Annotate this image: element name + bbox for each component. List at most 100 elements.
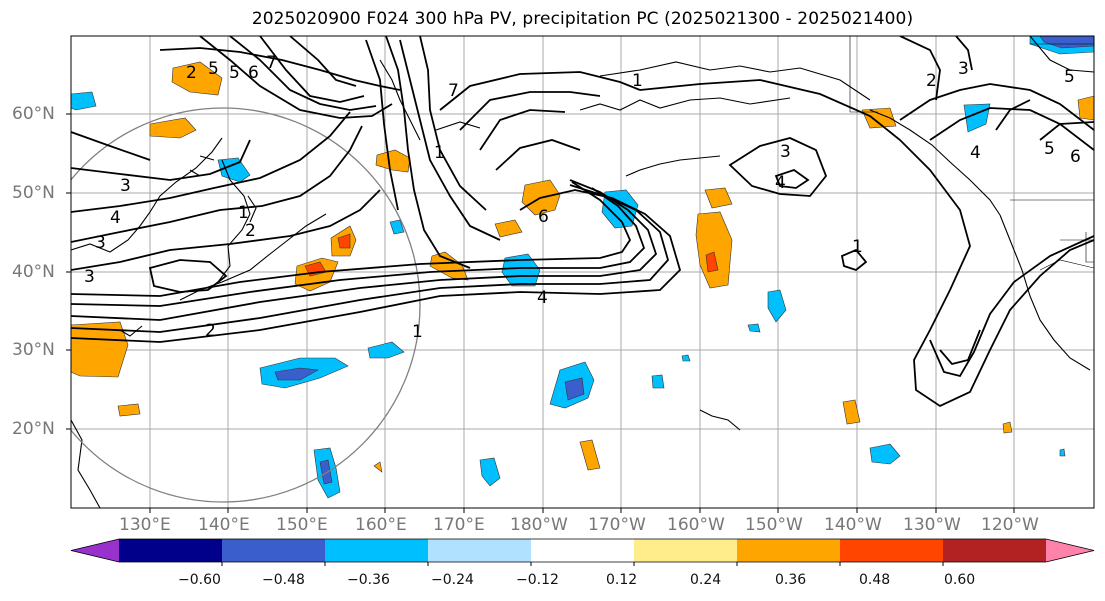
contour-label: 4 (537, 288, 548, 308)
precip-positive-blob (171, 61, 223, 96)
contour-label: 5 (229, 63, 240, 83)
lat-label: 20°N (12, 419, 55, 439)
pv-contours (71, 36, 1094, 408)
contour-label: 6 (248, 63, 259, 83)
lon-label: 120°W (981, 515, 1039, 535)
contour-label: 6 (1070, 147, 1081, 167)
contour-label: 7 (448, 81, 459, 101)
precip-positive-blob (71, 321, 129, 378)
colorbar-segment (428, 539, 532, 562)
contour-label: 3 (120, 176, 131, 196)
colorbar-extend-high (1046, 539, 1094, 562)
contour-label: 1 (632, 71, 643, 91)
precip-negative-blob (367, 341, 405, 359)
precip-positive-blob (842, 399, 861, 425)
precip-negative-blob (389, 219, 405, 235)
contour-label: 3 (84, 267, 95, 287)
lon-label: 170°E (433, 515, 485, 535)
colorbar-tick-label: 0.60 (944, 572, 976, 588)
precip-negative-blob (479, 457, 501, 487)
lon-label: 180°W (510, 515, 568, 535)
precip-negative-blob (681, 354, 691, 362)
colorbar-segment (531, 539, 635, 562)
colorbar-segment (325, 539, 429, 562)
contour-label: 2 (186, 63, 197, 83)
colorbar-tick-label: 0.36 (775, 572, 807, 588)
colorbar-tick-label: 0.48 (859, 572, 891, 588)
precip-strong-negative-blob (564, 377, 585, 401)
colorbar-tick-label: −0.24 (431, 572, 474, 588)
contour-label: 1 (852, 237, 863, 257)
precip-negative-blob (217, 157, 251, 183)
lat-label: 40°N (12, 262, 55, 282)
precip-positive-blob (695, 211, 733, 289)
contour-labels: 1 2 3 4 5 6 7 1 2 3 4 6 7 5 3 4 1 4 1 2 … (84, 53, 1081, 342)
contour-label: 5 (1064, 67, 1075, 87)
lat-label: 30°N (12, 340, 55, 360)
contour-label: 5 (208, 59, 219, 79)
contour-label: 7 (266, 53, 277, 73)
colorbar-segment (634, 539, 738, 562)
colorbar-segment (943, 539, 1047, 562)
colorbar (70, 538, 1095, 566)
colorbar-outline (70, 538, 1095, 563)
precip-strong-negative-blob (319, 459, 333, 485)
contour-label: 1 (412, 322, 423, 342)
borders (849, 36, 1094, 271)
precip-positive-blob (149, 117, 197, 139)
precip-fields (71, 36, 1094, 499)
lon-label: 130°E (119, 515, 171, 535)
colorbar-tick-label: 0.12 (606, 572, 638, 588)
precip-negative-blob (501, 253, 541, 287)
contour-label: 4 (970, 143, 981, 163)
lon-label: 140°E (198, 515, 250, 535)
precip-strong-negative-blob (274, 367, 319, 381)
lon-label: 170°W (588, 515, 646, 535)
precip-negative-blob (651, 374, 665, 389)
precip-positive-blob (373, 461, 383, 473)
precip-positive-blob (375, 149, 411, 173)
colorbar-tick-label: −0.48 (262, 572, 305, 588)
colorbar-extend-low (71, 539, 119, 562)
contour-label: 2 (926, 71, 937, 91)
colorbar-segment (119, 539, 223, 562)
lon-label: 160°E (355, 515, 407, 535)
precip-negative-blob (767, 289, 787, 323)
map-title: 2025020900 F024 300 hPa PV, precipitatio… (251, 9, 914, 29)
contour-label: 1 (238, 203, 249, 223)
colorbar-segment (840, 539, 944, 562)
contour-label: 2 (245, 221, 256, 241)
lon-label: 160°W (667, 515, 725, 535)
precip-negative-blob (71, 91, 97, 111)
contour-label: 4 (110, 208, 121, 228)
contour-label: 1 (434, 143, 445, 163)
reference-circle (71, 107, 421, 503)
lat-label: 60°N (12, 104, 55, 124)
precip-positive-blob (1077, 95, 1094, 121)
precip-strong-negative-blob (1039, 36, 1094, 49)
contour-label: 3 (780, 142, 791, 162)
precip-negative-blob (1059, 448, 1066, 457)
lon-label: 140°W (824, 515, 882, 535)
colorbar-tick-label: −0.60 (178, 572, 221, 588)
colorbar-segment (222, 539, 326, 562)
colorbar-tick-label: −0.12 (516, 572, 559, 588)
precip-positive-blob (861, 107, 897, 129)
contour-label: 5 (1044, 139, 1055, 159)
contour-label: 6 (538, 207, 549, 227)
precip-negative-blob (869, 443, 901, 465)
precip-positive-blob (579, 439, 601, 471)
colorbar-tick-label: −0.36 (347, 572, 390, 588)
precip-strong-blob (337, 233, 351, 249)
lon-label: 130°W (903, 515, 961, 535)
contour-label: 3 (958, 59, 969, 79)
contour-label: 2 (205, 321, 216, 341)
colorbar-tick-label: 0.24 (690, 572, 722, 588)
precip-positive-blob (704, 187, 733, 209)
precip-positive-blob (1002, 421, 1013, 434)
precip-positive-blob (117, 403, 141, 417)
colorbar-segment (737, 539, 841, 562)
coastlines (71, 36, 1094, 508)
contour-label: 3 (95, 233, 106, 253)
